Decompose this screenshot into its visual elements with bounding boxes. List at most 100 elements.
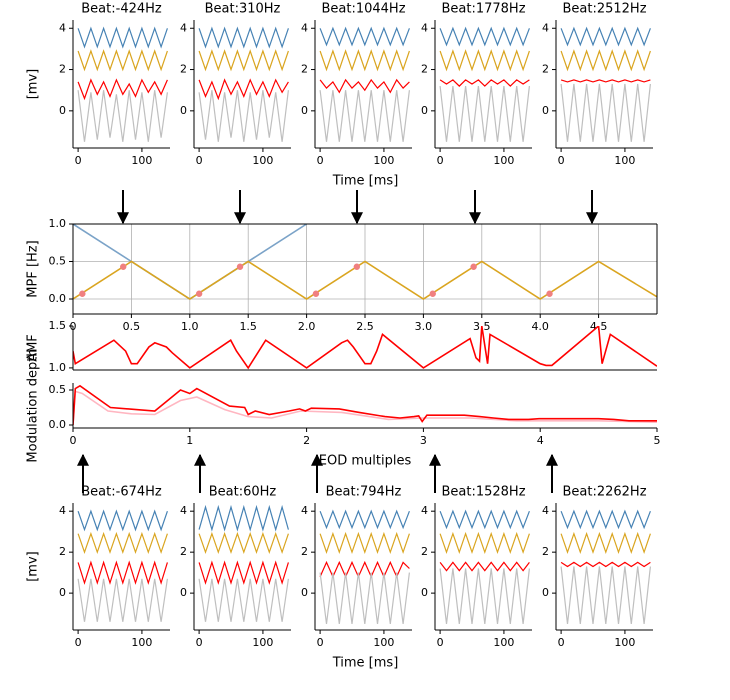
series-line — [560, 561, 651, 568]
series-line — [439, 86, 530, 142]
series-line — [439, 26, 530, 47]
y-axis-label: Modulation depth — [26, 348, 41, 462]
x-axis-label: EOD multiples — [319, 454, 412, 469]
series-line — [560, 509, 651, 530]
series-line — [319, 560, 410, 579]
x-tick-label: 100 — [252, 636, 273, 649]
series-line — [198, 90, 289, 142]
series-line — [198, 26, 289, 49]
y-tick-label: 0.0 — [49, 418, 67, 431]
x-tick-label: 3 — [420, 434, 427, 447]
series-line — [77, 509, 168, 532]
data-point — [195, 290, 203, 297]
panel-title: Beat:794Hz — [326, 485, 402, 500]
x-tick-label: 0.5 — [123, 320, 141, 333]
series-line — [198, 578, 289, 622]
y-tick-label: 1.0 — [49, 217, 67, 230]
series-line — [77, 531, 168, 555]
panel: 0 2 4 0 100 Beat:-424Hz [mv] — [26, 2, 170, 167]
y-tick-label: 4 — [180, 21, 187, 34]
series-line — [560, 79, 651, 83]
y-tick-label: 4 — [59, 21, 66, 34]
x-tick-label: 0 — [196, 636, 203, 649]
series-line — [77, 26, 168, 49]
y-axis-label: AMF — [26, 334, 41, 362]
panel-title: Beat:-674Hz — [81, 485, 162, 500]
series-line — [198, 531, 289, 555]
series-line — [439, 79, 530, 87]
y-tick-label: 2 — [421, 545, 428, 558]
y-tick-label: 2 — [542, 63, 549, 76]
panel-title: Beat:2262Hz — [562, 485, 646, 500]
y-tick-label: 0 — [421, 586, 428, 599]
panel: 1.0 1.5 AMF — [26, 319, 657, 374]
series-line — [319, 509, 410, 530]
series-line — [319, 49, 410, 72]
x-axis-label: Time [ms] — [332, 656, 399, 671]
y-tick-label: 2 — [542, 545, 549, 558]
x-tick-label: 100 — [373, 636, 394, 649]
x-tick-label: 4.0 — [531, 320, 549, 333]
panel: 0 2 4 0 100 Beat:-674Hz [mv] — [26, 485, 170, 649]
series-line — [319, 90, 410, 142]
x-tick-label: 100 — [131, 636, 152, 649]
series-line — [560, 531, 651, 555]
y-tick-label: 0.5 — [49, 383, 67, 396]
series-line — [198, 560, 289, 585]
y-tick-label: 2 — [59, 545, 66, 558]
series-line — [319, 572, 410, 624]
x-tick-label: 1.5 — [239, 320, 257, 333]
series-line — [73, 384, 657, 426]
data-point — [470, 263, 477, 270]
y-tick-label: 2 — [421, 63, 428, 76]
panel: 0 2 4 0 100 Beat:310Hz — [180, 2, 291, 167]
y-tick-label: 4 — [301, 21, 308, 34]
x-tick-label: 100 — [614, 636, 635, 649]
series-line — [198, 49, 289, 72]
data-point — [429, 290, 436, 297]
y-tick-label: 4 — [542, 504, 549, 517]
x-tick-label: 0 — [437, 154, 444, 167]
y-axis-label: [mv] — [26, 551, 41, 582]
x-tick-label: 3.0 — [415, 320, 433, 333]
series-line — [77, 578, 168, 622]
x-tick-label: 1 — [186, 434, 193, 447]
data-point — [236, 263, 244, 270]
series-line — [198, 78, 289, 101]
series-line — [439, 531, 530, 555]
y-tick-label: 0 — [542, 104, 549, 117]
series-line — [77, 90, 168, 142]
series-line — [77, 78, 168, 101]
panel: 0.00.51.000.51.01.52.02.53.03.54.04.5MPF… — [26, 217, 658, 333]
data-point — [312, 290, 320, 297]
y-tick-label: 4 — [542, 21, 549, 34]
series-line — [198, 504, 289, 532]
series-line — [319, 78, 410, 94]
y-tick-label: 0 — [542, 586, 549, 599]
x-tick-label: 1.0 — [181, 320, 199, 333]
data-point — [120, 263, 127, 270]
panel-title: Beat:60Hz — [209, 485, 277, 500]
series-line — [319, 531, 410, 555]
panel-title: Beat:1778Hz — [441, 2, 525, 17]
x-tick-label: 2.5 — [356, 320, 374, 333]
x-tick-label: 0 — [558, 636, 565, 649]
y-tick-label: 2 — [180, 63, 187, 76]
y-tick-label: 0.0 — [49, 292, 67, 305]
y-axis-label: [mv] — [26, 69, 41, 100]
y-tick-label: 0 — [59, 104, 66, 117]
panel: 0 2 4 0 100 Beat:60Hz — [180, 485, 291, 649]
x-tick-label: 0 — [558, 154, 565, 167]
arrows — [77, 190, 598, 493]
x-tick-label: 100 — [614, 154, 635, 167]
series-line — [77, 49, 168, 72]
x-tick-label: 0 — [75, 636, 82, 649]
y-tick-label: 0 — [180, 104, 187, 117]
series-line — [439, 49, 530, 72]
panel: 0.0 0.5 0 1 2 3 4 5 Modulation depth EOD multiple… — [26, 348, 661, 468]
x-tick-label: 0 — [437, 636, 444, 649]
series-line — [439, 561, 530, 572]
y-tick-label: 2 — [301, 545, 308, 558]
y-tick-label: 1.5 — [49, 319, 67, 332]
